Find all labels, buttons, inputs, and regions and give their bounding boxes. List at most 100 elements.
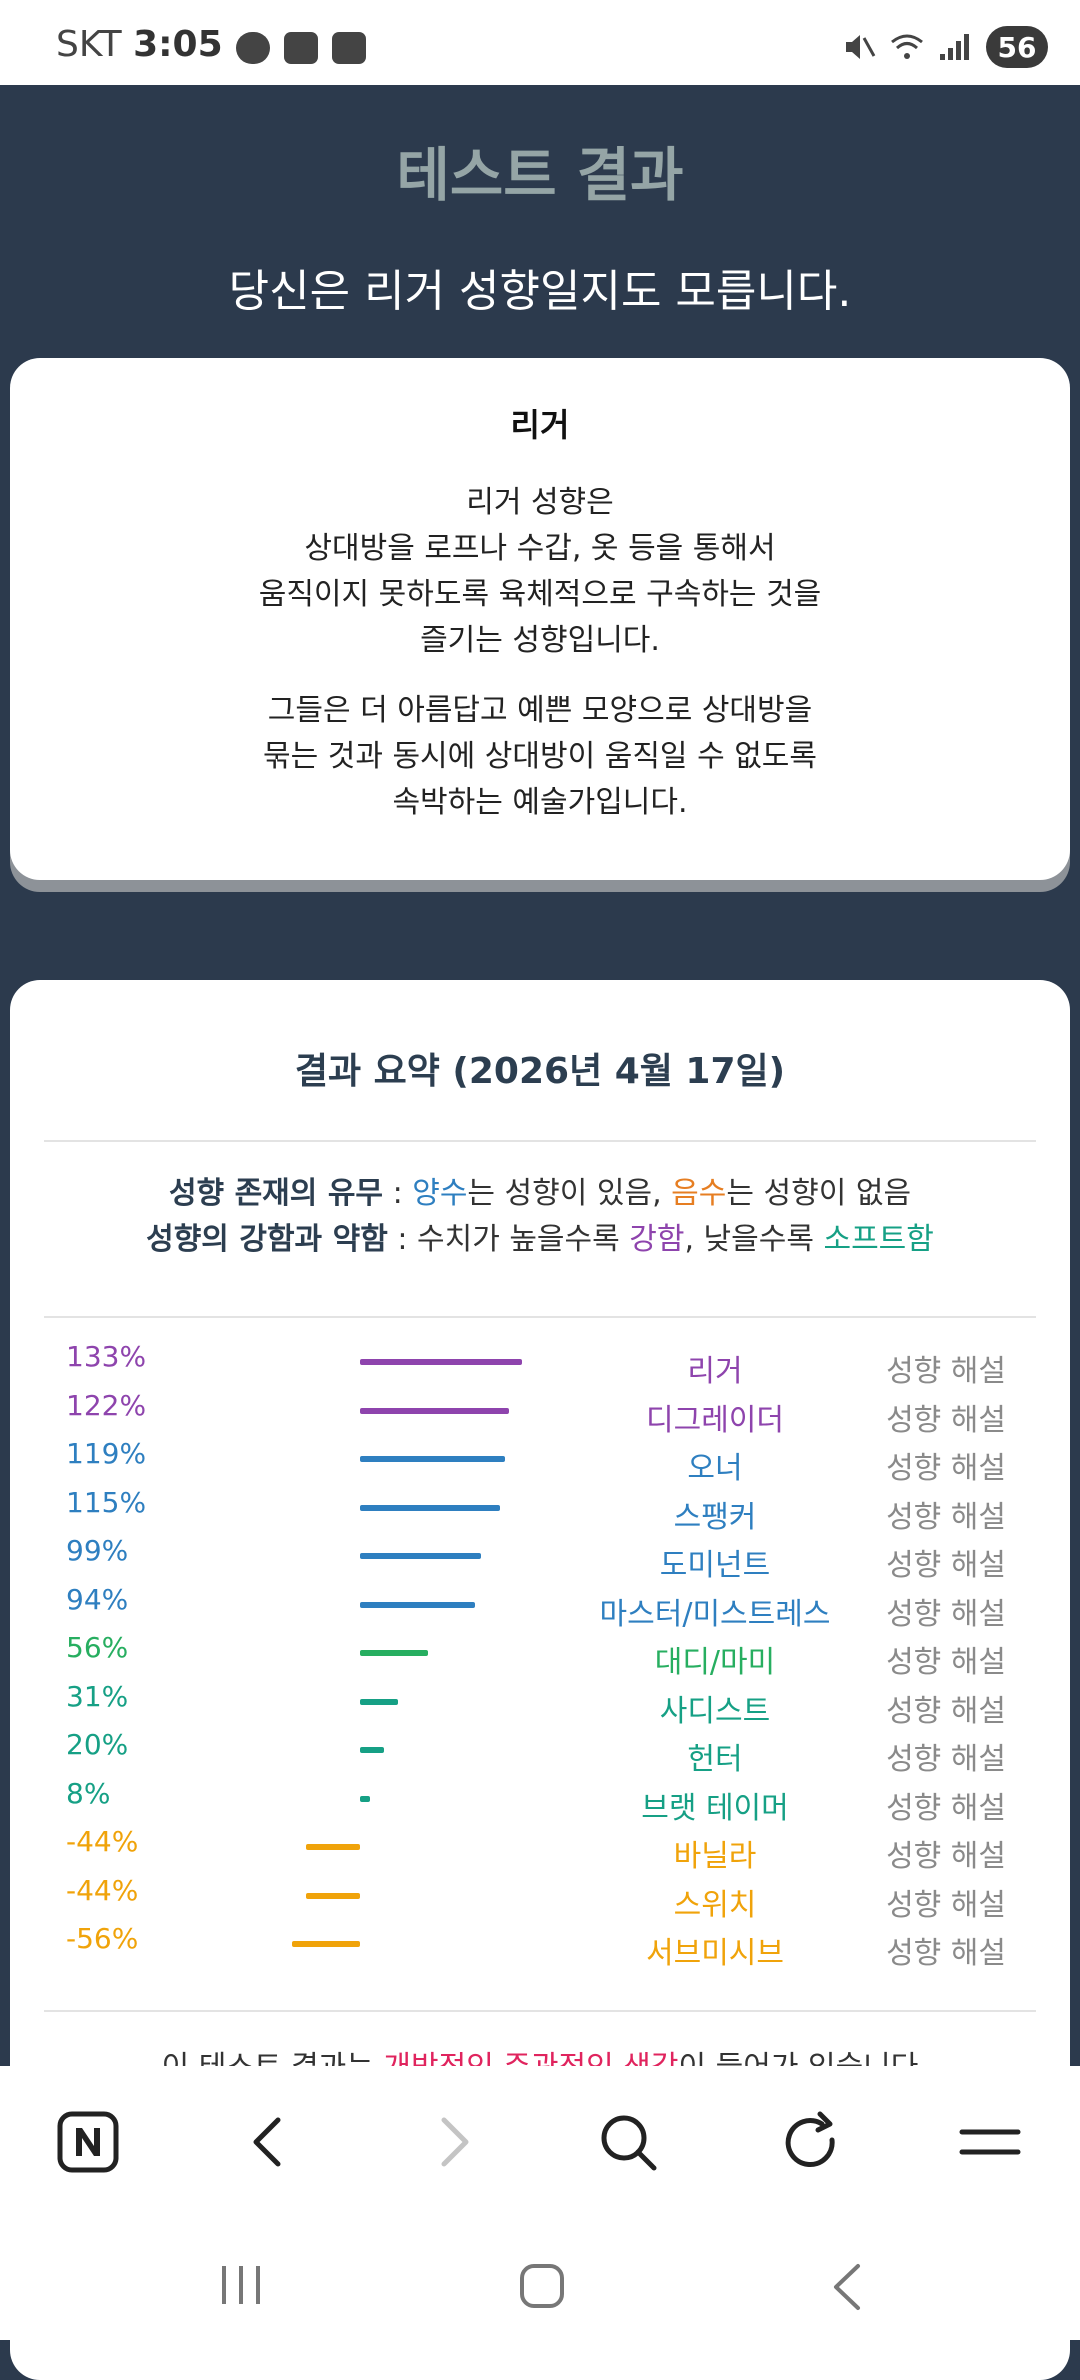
- tendency-name-link[interactable]: 스팽커: [673, 1499, 757, 1535]
- desc-line: 그들은 더 아름답고 예쁜 모양으로 상대방을: [267, 693, 813, 728]
- tendency-percent: 8%: [66, 1776, 111, 1810]
- tendency-row: -44% 스위치 성향 해설: [10, 1874, 1070, 1923]
- legend-soft: 소프트함: [823, 1222, 934, 1257]
- desc-line: 움직이지 못하도록 육체적으로 구속하는 것을: [258, 577, 822, 612]
- interpretation-link[interactable]: 성향 해설: [886, 1451, 1006, 1486]
- tendency-percent: -44%: [66, 1825, 139, 1858]
- tendency-bar: [291, 1941, 360, 1947]
- tendency-row: 99% 도미넌트 성향 해설: [10, 1534, 1070, 1583]
- tendency-name-link[interactable]: 디그레이더: [646, 1402, 784, 1438]
- tendency-row: 133% 리거 성향 해설: [10, 1340, 1070, 1389]
- legend-strong: 강함: [629, 1222, 685, 1257]
- tendency-percent: 133%: [66, 1340, 147, 1373]
- search-icon[interactable]: [596, 2110, 660, 2174]
- interpretation-link[interactable]: 성향 해설: [886, 1354, 1006, 1389]
- tendency-percent: -56%: [66, 1922, 139, 1955]
- summary-title: 결과 요약 (2026년 4월 17일): [294, 1051, 786, 1092]
- tendency-bar: [360, 1553, 481, 1559]
- interpretation-link[interactable]: 성향 해설: [886, 1693, 1006, 1729]
- legend-existence: 성향 존재의 유무 : 양수는 성향이 있음, 음수는 성향이 없음: [10, 1168, 1070, 1212]
- legend-positive: 양수: [412, 1176, 468, 1211]
- legend-negative: 음수: [671, 1176, 727, 1211]
- recent-apps-icon[interactable]: [216, 2262, 266, 2308]
- tendency-row: 94% 마스터/미스트레스 성향 해설: [10, 1583, 1070, 1632]
- interpretation-link[interactable]: 성향 해설: [886, 1548, 1006, 1583]
- tendency-row: -56% 서브미시브 성향 해설: [10, 1922, 1070, 1971]
- tendency-name-link[interactable]: 사디스트: [659, 1693, 771, 1729]
- legend-text: , 낮을수록: [684, 1222, 824, 1257]
- forward-icon[interactable]: [420, 2110, 484, 2174]
- tendency-bar: [360, 1504, 501, 1511]
- interpretation-link[interactable]: 성향 해설: [886, 1596, 1006, 1632]
- interpretation-link[interactable]: 성향 해설: [886, 1790, 1006, 1826]
- legend-text: :: [383, 1176, 413, 1211]
- result-subtitle: 당신은 리거 성향일지도 모릅니다.: [228, 266, 852, 317]
- tendency-percent: 122%: [66, 1388, 147, 1422]
- tendency-name-link[interactable]: 서브미시브: [646, 1936, 784, 1971]
- status-bar: SKT 3:05 56: [0, 0, 1080, 85]
- tendency-row: 20% 헌터 성향 해설: [10, 1728, 1070, 1777]
- back-icon[interactable]: [238, 2110, 302, 2174]
- system-back-icon[interactable]: [826, 2262, 866, 2312]
- tendency-percent: 20%: [66, 1728, 129, 1761]
- menu-icon[interactable]: [958, 2110, 1022, 2174]
- desc-line: 속박하는 예술가입니다.: [392, 785, 688, 820]
- tendency-name-link[interactable]: 리거: [687, 1354, 743, 1389]
- desc-line: 묶는 것과 동시에 상대방이 움직일 수 없도록: [262, 739, 818, 774]
- tendency-row: 8% 브랫 테이머 성향 해설: [10, 1777, 1070, 1826]
- interpretation-link[interactable]: 성향 해설: [886, 1839, 1006, 1874]
- tendency-name-link[interactable]: 마스터/미스트레스: [599, 1596, 831, 1632]
- interpretation-link[interactable]: 성향 해설: [886, 1936, 1006, 1971]
- tendency-name-link[interactable]: 스위치: [673, 1887, 757, 1923]
- tendency-row: 31% 사디스트 성향 해설: [10, 1680, 1070, 1729]
- signal-icon: [940, 34, 969, 60]
- tendency-name-link[interactable]: 오너: [687, 1451, 743, 1486]
- battery-indicator: 56: [986, 26, 1048, 68]
- legend-label: 성향 존재의 유무: [168, 1176, 384, 1211]
- result-card: 리거 리거 성향은 상대방을 로프나 수갑, 옷 등을 통해서 움직이지 못하도…: [10, 358, 1070, 880]
- interpretation-link[interactable]: 성향 해설: [886, 1742, 1006, 1777]
- naver-notification-icon: [332, 32, 366, 64]
- result-card-title: 리거: [510, 406, 570, 444]
- interpretation-link[interactable]: 성향 해설: [886, 1402, 1006, 1438]
- tendency-name-link[interactable]: 브랫 테이머: [641, 1790, 789, 1826]
- tendency-name-link[interactable]: 헌터: [687, 1742, 743, 1777]
- notification-icons: [236, 32, 366, 64]
- home-icon[interactable]: [518, 2262, 566, 2310]
- tendency-row: 122% 디그레이더 성향 해설: [10, 1389, 1070, 1438]
- interpretation-link[interactable]: 성향 해설: [886, 1499, 1006, 1535]
- legend-text: : 수치가 높을수록: [387, 1222, 630, 1257]
- tendency-percent: 56%: [66, 1631, 129, 1664]
- tendency-percent: 115%: [66, 1485, 147, 1519]
- desc-line: 상대방을 로프나 수갑, 옷 등을 통해서: [304, 531, 776, 566]
- divider: [44, 2010, 1036, 2012]
- tendency-name-link[interactable]: 도미넌트: [659, 1548, 771, 1583]
- tendency-name-link[interactable]: 대디/마미: [654, 1645, 776, 1680]
- tendency-name-link[interactable]: 바닐라: [673, 1839, 757, 1874]
- divider: [44, 1140, 1036, 1142]
- tendency-list: 133% 리거 성향 해설 122% 디그레이더 성향 해설 119% 오너 성향 해설 115%…: [10, 1340, 1070, 1971]
- tendency-bar: [360, 1650, 429, 1656]
- desc-line: 즐기는 성향입니다.: [420, 623, 660, 658]
- status-indicators: 56: [842, 26, 1048, 68]
- tendency-bar: [360, 1359, 523, 1365]
- interpretation-link[interactable]: 성향 해설: [886, 1645, 1006, 1680]
- carrier-label: SKT: [56, 24, 122, 65]
- tendency-bar: [306, 1892, 360, 1899]
- tendency-percent: 99%: [66, 1534, 129, 1567]
- tendency-bar: [360, 1747, 385, 1753]
- tendency-percent: 31%: [66, 1679, 129, 1713]
- page-title: 테스트 결과: [396, 141, 684, 209]
- wifi-icon: [891, 34, 923, 59]
- tendency-bar: [360, 1795, 370, 1802]
- description-paragraph-1: 리거 성향은 상대방을 로프나 수갑, 옷 등을 통해서 움직이지 못하도록 육…: [10, 480, 1070, 664]
- legend-label: 성향의 강함과 약함: [146, 1222, 388, 1257]
- tendency-bar: [360, 1698, 398, 1705]
- tendency-bar: [360, 1407, 509, 1414]
- browser-toolbar: [0, 2066, 1080, 2340]
- interpretation-link[interactable]: 성향 해설: [886, 1887, 1006, 1923]
- refresh-icon[interactable]: [778, 2110, 842, 2174]
- naver-icon[interactable]: [56, 2110, 120, 2174]
- legend-text: 는 성향이 있음,: [467, 1176, 672, 1211]
- legend-strength: 성향의 강함과 약함 : 수치가 높을수록 강함, 낮을수록 소프트함: [10, 1214, 1070, 1258]
